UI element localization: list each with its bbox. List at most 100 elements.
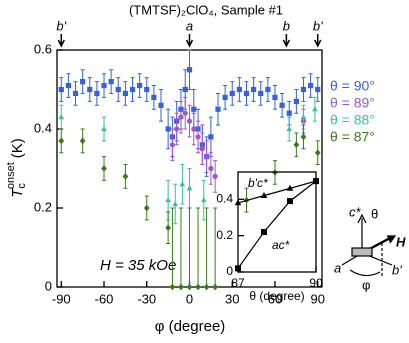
plot-frame bbox=[237, 171, 317, 273]
diagram-label: a bbox=[334, 260, 341, 275]
y-tick-label: 0.4 bbox=[34, 120, 52, 135]
point bbox=[243, 90, 250, 97]
point bbox=[236, 86, 242, 93]
line bbox=[237, 180, 317, 204]
point bbox=[215, 106, 221, 112]
point bbox=[186, 67, 193, 73]
field-annotation: H = 35 kOe bbox=[100, 257, 176, 274]
point bbox=[65, 82, 71, 89]
phi-arc bbox=[349, 269, 381, 277]
point bbox=[58, 114, 65, 120]
y-label-unit: (K) bbox=[9, 138, 26, 158]
chart-title: (TMTSF)₂ClO₄, Sample #1 bbox=[129, 2, 283, 17]
y-tick-label: 0.6 bbox=[34, 41, 52, 56]
point bbox=[182, 110, 188, 116]
point bbox=[286, 184, 294, 191]
point bbox=[203, 154, 210, 160]
x-tick-label: 87 bbox=[231, 276, 245, 290]
point bbox=[200, 196, 207, 203]
point bbox=[312, 106, 318, 112]
point bbox=[286, 125, 293, 132]
point bbox=[234, 199, 242, 206]
legend-label: θ = 89° bbox=[330, 95, 375, 111]
point bbox=[165, 126, 171, 132]
y-tick-label: 0.2 bbox=[34, 199, 52, 214]
top-marker-label: b' bbox=[56, 18, 66, 33]
point bbox=[191, 106, 197, 112]
inset-x-label: θ (degree) bbox=[249, 289, 304, 303]
point bbox=[235, 265, 241, 272]
point bbox=[80, 79, 86, 85]
point bbox=[186, 283, 193, 291]
error-bar bbox=[170, 207, 175, 288]
point bbox=[286, 110, 292, 116]
x-tick-label: 90 bbox=[309, 276, 323, 290]
point bbox=[165, 224, 171, 232]
point bbox=[186, 118, 193, 124]
point bbox=[58, 86, 64, 93]
point bbox=[293, 98, 299, 104]
legend-label: θ = 90° bbox=[330, 78, 375, 94]
y-label-sub: c bbox=[16, 183, 28, 189]
point bbox=[101, 125, 107, 132]
point bbox=[79, 137, 86, 145]
x-tick-label: 0 bbox=[186, 291, 193, 306]
point bbox=[293, 141, 300, 149]
error-bar bbox=[187, 207, 192, 288]
point bbox=[261, 229, 267, 235]
point bbox=[265, 86, 271, 93]
y-axis-label: Tconset (K) bbox=[5, 138, 28, 198]
point bbox=[208, 134, 214, 140]
point bbox=[101, 82, 107, 89]
y-tick-label: 0 bbox=[226, 264, 233, 278]
point bbox=[186, 185, 193, 191]
point bbox=[144, 86, 150, 93]
top-marker-label: a bbox=[186, 18, 193, 33]
point bbox=[195, 134, 201, 140]
diagram-label: b' bbox=[392, 262, 402, 277]
point bbox=[195, 283, 201, 291]
point bbox=[122, 173, 129, 180]
point bbox=[260, 192, 268, 199]
point bbox=[314, 149, 321, 157]
point bbox=[87, 86, 93, 93]
point bbox=[300, 86, 307, 93]
point bbox=[222, 94, 228, 100]
point bbox=[272, 94, 278, 100]
point bbox=[143, 204, 150, 212]
point bbox=[165, 196, 171, 203]
point bbox=[313, 178, 319, 185]
point bbox=[279, 102, 285, 108]
point bbox=[178, 114, 184, 120]
top-marker-label: b' bbox=[313, 18, 323, 33]
y-tick-label: 0 bbox=[45, 278, 52, 293]
point bbox=[212, 173, 218, 179]
point bbox=[208, 165, 214, 172]
point bbox=[308, 82, 314, 89]
point bbox=[212, 283, 219, 291]
top-marker-arrow bbox=[57, 34, 65, 48]
legend-label: θ = 88° bbox=[330, 112, 375, 128]
error-bar bbox=[178, 207, 183, 288]
point bbox=[191, 126, 197, 132]
point bbox=[258, 90, 264, 97]
arrow bbox=[357, 213, 367, 224]
series-label: b'c* bbox=[248, 176, 268, 190]
point bbox=[137, 82, 143, 89]
x-tick-label: -30 bbox=[137, 291, 156, 306]
point bbox=[129, 86, 136, 93]
x-tick-label: 60 bbox=[268, 291, 282, 306]
point bbox=[182, 86, 188, 93]
point bbox=[101, 165, 107, 172]
point bbox=[151, 94, 157, 100]
diagram-label: H bbox=[396, 234, 406, 249]
point bbox=[169, 283, 176, 291]
point bbox=[315, 86, 321, 93]
point bbox=[251, 86, 257, 93]
point bbox=[169, 142, 176, 148]
diagram-label: φ bbox=[362, 277, 370, 292]
y-tick-label: 0.2 bbox=[216, 228, 233, 242]
point bbox=[178, 283, 184, 291]
x-tick-label: 30 bbox=[225, 291, 239, 306]
